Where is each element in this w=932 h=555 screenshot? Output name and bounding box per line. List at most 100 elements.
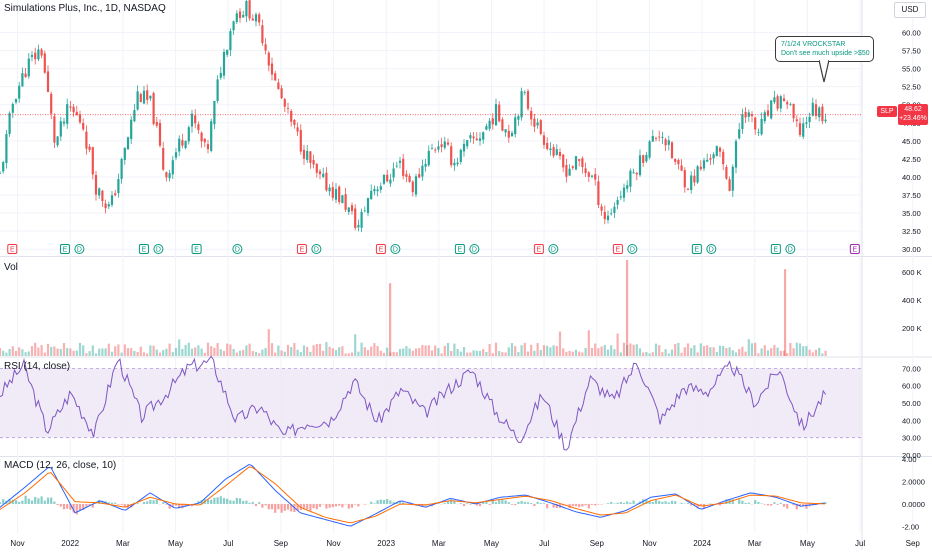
volume-bar — [543, 345, 545, 356]
last-price-change: +23.46% — [898, 114, 928, 123]
macd-histogram-bar — [281, 504, 283, 513]
volume-bar — [559, 332, 561, 356]
volume-bar — [537, 343, 539, 356]
macd-histogram-bar — [498, 500, 500, 504]
macd-histogram-bar — [217, 497, 219, 504]
candle-body — [233, 21, 235, 30]
candle-body — [412, 182, 414, 193]
volume-bar — [306, 347, 308, 356]
volume-bar — [751, 343, 753, 356]
candle-body — [729, 179, 731, 191]
macd-histogram-bar — [229, 500, 231, 504]
macd-histogram-bar — [543, 503, 545, 504]
volume-bar — [332, 348, 334, 356]
macd-histogram-bar — [364, 504, 366, 505]
candle-body — [517, 116, 519, 120]
volume-bar — [421, 345, 423, 356]
volume-bar — [773, 345, 775, 356]
macd-histogram-bar — [220, 496, 222, 504]
volume-bar — [793, 348, 795, 356]
signal-line — [0, 467, 825, 523]
idea-callout[interactable]: 7/1/24 VROCKSTAR Don't see much upside >… — [775, 36, 874, 62]
macd-histogram-bar — [767, 504, 769, 505]
candle-body — [53, 116, 55, 142]
volume-bar — [92, 345, 94, 356]
candle-body — [25, 74, 27, 78]
volume-bar — [18, 347, 20, 356]
candle-body — [681, 165, 683, 170]
volume-bar — [553, 345, 555, 356]
macd-histogram-bar — [268, 504, 270, 509]
currency-button[interactable]: USD — [894, 2, 926, 18]
macd-histogram-bar — [578, 504, 580, 507]
macd-line — [0, 465, 825, 527]
macd-histogram-bar — [309, 504, 311, 511]
candle-body — [466, 140, 468, 146]
candle-body — [629, 171, 631, 187]
price-tick-label: 37.50 — [902, 191, 921, 200]
volume-bar — [549, 347, 551, 356]
volume-bar — [60, 349, 62, 356]
candle-body — [793, 104, 795, 118]
candle-body — [623, 188, 625, 198]
event-marker-label: D — [709, 247, 714, 254]
macd-histogram-bar — [463, 504, 465, 506]
volume-bar — [594, 344, 596, 356]
macd-histogram-bar — [287, 504, 289, 510]
macd-histogram-bar — [329, 504, 331, 508]
candle-body — [293, 120, 295, 125]
volume-bar — [450, 351, 452, 356]
volume-bar — [639, 348, 641, 356]
volume-tick-label: 600 K — [902, 268, 922, 277]
x-tick-label: Nov — [10, 539, 24, 548]
volume-bar — [172, 352, 174, 356]
candle-body — [370, 191, 372, 199]
macd-histogram-bar — [681, 503, 683, 504]
volume-bar — [15, 351, 17, 356]
volume-bar — [671, 350, 673, 356]
volume-bar — [191, 349, 193, 356]
macd-histogram-bar — [79, 504, 81, 510]
volume-bar — [613, 349, 615, 356]
macd-histogram-bar — [764, 504, 766, 505]
volume-bar — [473, 350, 475, 356]
event-marker-label: D — [472, 247, 477, 254]
candle-body — [585, 168, 587, 173]
volume-bar — [274, 353, 276, 356]
volume-bar — [210, 346, 212, 356]
candle-body — [335, 189, 337, 200]
volume-bar — [63, 343, 65, 356]
volume-bar — [524, 343, 526, 356]
macd-histogram-bar — [601, 504, 603, 505]
macd-histogram-bar — [332, 504, 334, 507]
candle-body — [578, 159, 580, 161]
volume-bar — [812, 352, 814, 356]
macd-histogram-bar — [511, 504, 513, 505]
candle-body — [463, 144, 465, 151]
event-marker-label: E — [300, 247, 305, 254]
candle-body — [5, 134, 7, 163]
volume-bar — [479, 351, 481, 356]
volume-bar — [434, 346, 436, 356]
candle-body — [809, 117, 811, 122]
volume-bar — [271, 343, 273, 356]
volume-bar — [188, 343, 190, 356]
candle-body — [341, 195, 343, 203]
volume-bar — [677, 343, 679, 356]
candle-body — [229, 31, 231, 50]
macd-histogram-bar — [466, 503, 468, 504]
candle-body — [50, 94, 52, 114]
candle-body — [226, 50, 228, 55]
volume-bar — [252, 351, 254, 356]
macd-histogram-bar — [34, 497, 36, 504]
volume-tick-label: 400 K — [902, 296, 922, 305]
volume-bar — [693, 345, 695, 356]
volume-bar — [789, 343, 791, 356]
volume-bar — [242, 350, 244, 356]
volume-bar — [681, 353, 683, 356]
candle-body — [447, 143, 449, 145]
volume-bar — [540, 350, 542, 356]
candle-body — [479, 138, 481, 140]
candle-body — [687, 189, 689, 190]
